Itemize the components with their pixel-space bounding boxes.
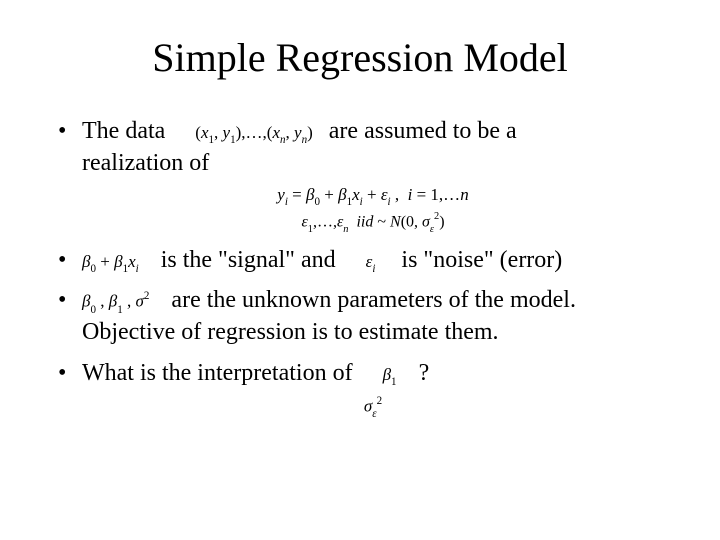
slide-title: Simple Regression Model: [56, 34, 664, 81]
math-sigma-eps-sq: σε2: [82, 395, 664, 421]
bullet-3-text-2: Objective of regression is to estimate t…: [82, 319, 499, 345]
equation-model: yi = β0 + β1xi + εi , i = 1,…n: [82, 184, 664, 209]
math-signal: β0 + β1xi: [82, 251, 139, 276]
bullet-4: What is the interpretation of β1 ? σε2: [56, 357, 664, 421]
bullet-2-text-2: is "noise" (error): [401, 247, 562, 273]
bullet-1-text-middle: are assumed to be a: [329, 118, 517, 144]
bullet-1-text-before: The data: [82, 118, 165, 144]
math-params: β0 , β1 , σ2: [82, 290, 149, 316]
bullet-2: β0 + β1xi is the "signal" and εi is "noi…: [56, 244, 664, 276]
equation-errors: ε1,…,εn iid ~ N(0, σε2): [82, 211, 664, 236]
bullet-1: The data (x1, y1),…,(xn, yn) are assumed…: [56, 115, 664, 236]
bullet-2-text-1: is the "signal" and: [161, 247, 336, 273]
bullet-list: The data (x1, y1),…,(xn, yn) are assumed…: [56, 115, 664, 421]
bullet-3-text-1: are the unknown parameters of the model.: [171, 287, 576, 313]
bullet-3: β0 , β1 , σ2 are the unknown parameters …: [56, 284, 664, 349]
bullet-4-text-2: ?: [419, 360, 430, 386]
slide-container: Simple Regression Model The data (x1, y1…: [0, 0, 720, 540]
math-beta1: β1: [383, 364, 397, 389]
bullet-4-text-1: What is the interpretation of: [82, 360, 353, 386]
bullet-1-text-after: realization of: [82, 150, 209, 176]
math-data-pairs: (x1, y1),…,(xn, yn): [195, 122, 312, 147]
math-noise: εi: [366, 251, 376, 276]
